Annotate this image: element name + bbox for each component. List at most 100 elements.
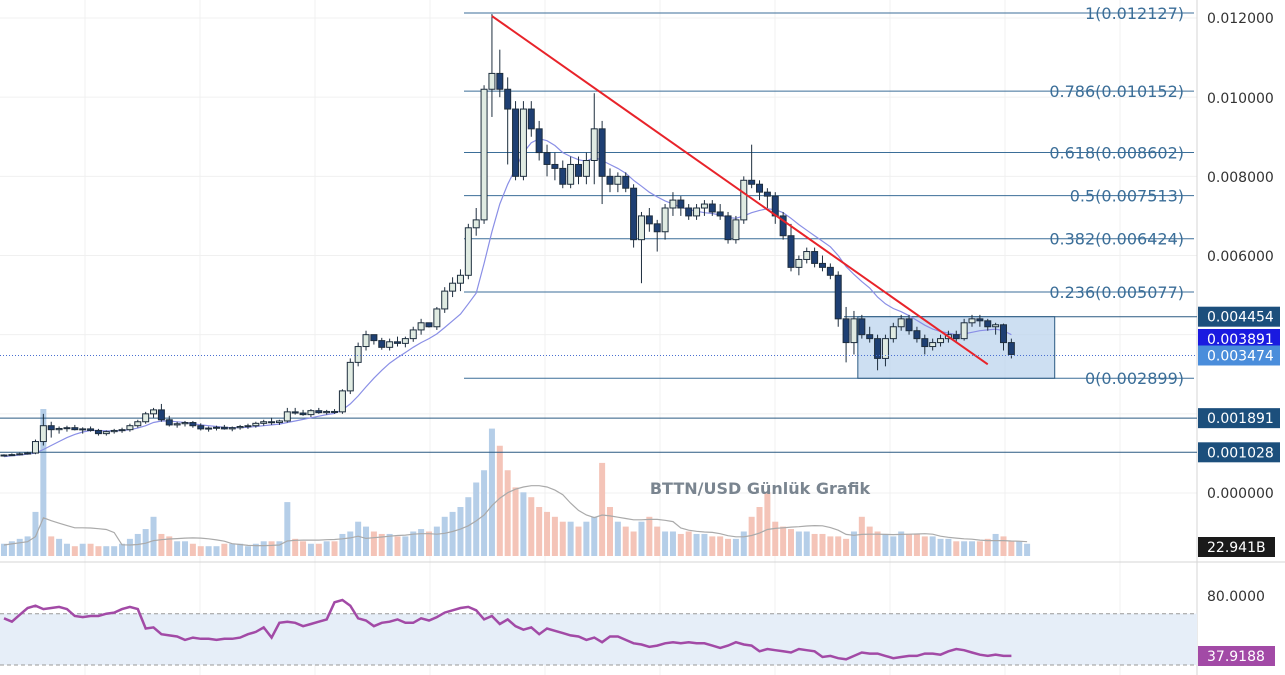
volume-bar [984, 538, 991, 556]
candle-body [968, 318, 976, 324]
volume-bar [662, 531, 669, 556]
volume-bar [402, 536, 409, 556]
candle-body [637, 215, 645, 241]
volume-bar [213, 546, 220, 556]
fib-level-label: 0(0.002899) [1085, 369, 1184, 388]
volume-bar [803, 531, 810, 556]
candle-body [645, 215, 653, 225]
volume-bar [835, 536, 842, 556]
candle-body [126, 425, 134, 431]
candle-body [236, 426, 244, 429]
volume-bar [732, 538, 739, 556]
candle-body [425, 322, 433, 328]
candle-body [700, 203, 708, 209]
candle-body [87, 428, 95, 431]
candle-body [488, 72, 496, 90]
candle-body [590, 128, 598, 161]
candle-body [716, 211, 724, 217]
volume-bar [189, 543, 196, 556]
volume-bar [32, 511, 39, 556]
candle-body [134, 421, 142, 427]
volume-bar [87, 543, 94, 556]
volume-bar [567, 521, 574, 556]
candle-body [850, 318, 858, 344]
volume-bar [182, 541, 189, 556]
price-axis[interactable]: 0.012000 0.010000 0.008000 0.006000 0.00… [1207, 11, 1274, 502]
fib-level-label: 0.618(0.008602) [1049, 144, 1184, 163]
volume-bar [24, 536, 31, 556]
volume-bar [528, 497, 535, 556]
candle-body [433, 308, 441, 328]
candle-body [401, 338, 409, 344]
candle-body [394, 341, 401, 344]
volume-bar [725, 538, 732, 556]
volume-bar [685, 531, 692, 556]
volume-bar [394, 536, 401, 556]
volume-bar [559, 521, 566, 556]
volume-bar [740, 531, 747, 556]
candle-body [55, 427, 63, 431]
volume-bar [630, 531, 637, 556]
candle-body [543, 152, 551, 165]
volume-bar [638, 521, 645, 556]
volume-bar [331, 541, 338, 556]
candle-body [724, 215, 732, 241]
volume-bar [599, 462, 606, 556]
volume-bar [355, 521, 362, 556]
rsi-pane[interactable]: 80.0000 37.9188 [0, 589, 1275, 666]
price-tick-label: 0.006000 [1207, 249, 1274, 265]
volume-bar [921, 536, 928, 556]
candle-body [897, 318, 905, 328]
candle-body [976, 318, 984, 322]
fib-level-label: 0.236(0.005077) [1049, 283, 1184, 302]
volume-bar [292, 538, 299, 556]
volume-bar [1008, 541, 1015, 556]
volume-bar [780, 526, 787, 556]
fib-level-label: 0.5(0.007513) [1070, 187, 1184, 206]
volume-bar [449, 511, 456, 556]
trendline[interactable] [491, 15, 989, 366]
volume-bar [622, 526, 629, 556]
volume-bar [111, 546, 118, 556]
volume-bar [1016, 541, 1023, 556]
candle-body [260, 421, 268, 424]
volume-bar [882, 533, 889, 556]
candle-body [449, 282, 457, 292]
candle-body [921, 338, 929, 348]
volume-bar [1024, 543, 1031, 556]
candle-body [606, 175, 614, 185]
price-tag-label: 0.001028 [1207, 445, 1274, 461]
volume-bar [315, 543, 322, 556]
candle-body [456, 274, 464, 284]
candle-body [763, 191, 771, 197]
candle-body [685, 207, 693, 217]
volume-bar [276, 541, 283, 556]
candle-body [346, 361, 354, 392]
candle-body [677, 199, 685, 209]
volume-bar [237, 543, 244, 556]
volume-bar [378, 533, 385, 556]
candle-body [496, 72, 504, 90]
price-tag [1198, 306, 1280, 327]
candle-body [244, 425, 252, 428]
volume-bar [677, 533, 684, 556]
fib-level-label: 0.382(0.006424) [1049, 230, 1184, 249]
volume-bar [512, 487, 519, 556]
volume-bar [843, 538, 850, 556]
candle-body [362, 334, 370, 348]
volume-bar [748, 516, 755, 556]
rsi-tick-label: 80.0000 [1207, 589, 1265, 605]
candle-body [480, 88, 488, 221]
candle-body [150, 409, 158, 415]
volume-bar [969, 541, 976, 556]
candle-body [889, 326, 897, 340]
volume-bar [95, 546, 102, 556]
volume-bar [347, 531, 354, 556]
price-tick-label: 0.012000 [1207, 11, 1274, 27]
volume-bar [654, 526, 661, 556]
candle-body [323, 410, 331, 414]
volume-bar [465, 497, 472, 556]
volume-bar [614, 521, 621, 556]
fibonacci-retracement[interactable]: 1(0.012127) 0.786(0.010152) 0.618(0.008602… [464, 4, 1194, 388]
